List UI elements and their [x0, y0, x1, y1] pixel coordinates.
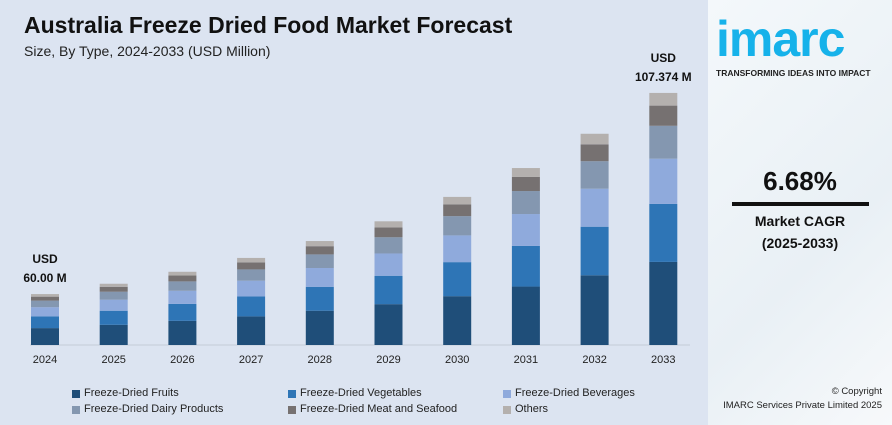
bar-segment-2032-1: [580, 226, 609, 276]
x-tick-label: 2027: [239, 354, 263, 366]
legend-item-vegetables: Freeze-Dried Vegetables: [288, 387, 422, 400]
legend-item-beverages: Freeze-Dried Beverages: [503, 387, 635, 400]
cagr-label: Market CAGR: [754, 213, 846, 229]
bar-segment-2028-5: [305, 241, 334, 247]
bar-segment-2025-3: [99, 291, 128, 300]
legend-item-dairy: Freeze-Dried Dairy Products: [72, 403, 223, 416]
bar-segment-2030-3: [443, 216, 472, 236]
annotation-value: 60.00 M: [23, 271, 66, 285]
legend-item-fruits: Freeze-Dried Fruits: [72, 387, 179, 400]
bar-segment-2028-3: [305, 254, 334, 269]
x-tick-label: 2032: [582, 354, 606, 366]
annotation-usd: USD: [32, 252, 58, 266]
bar-segment-2033-5: [649, 92, 678, 106]
stacked-bar-chart: 2024 2025 2026 2027 2028 2029 2030 2031 2032 2033…: [23, 51, 692, 366]
bar-segment-2028-1: [305, 286, 334, 311]
chart-title: Australia Freeze Dried Food Market Forec…: [24, 12, 513, 38]
bar-segment-2033-3: [649, 125, 678, 159]
bar-segment-2026-5: [168, 271, 197, 276]
legend-item-meat: Freeze-Dried Meat and Seafood: [288, 403, 457, 416]
info-panel: [708, 0, 892, 425]
bar-segment-2025-4: [99, 286, 128, 292]
bar-segment-2031-4: [511, 176, 540, 192]
bar-segment-2028-4: [305, 246, 334, 255]
bar-segment-2029-3: [374, 237, 403, 254]
bar-segment-2026-0: [168, 320, 197, 345]
bar-segment-2033-4: [649, 105, 678, 126]
bar-segment-2026-1: [168, 303, 197, 321]
bar-segment-2032-4: [580, 144, 609, 162]
brand-tagline: TRANSFORMING IDEAS INTO IMPACT: [716, 68, 871, 78]
x-tick-label: 2033: [651, 354, 675, 366]
bar-segment-2024-4: [31, 296, 59, 301]
cagr-period: (2025-2033): [761, 235, 839, 251]
bar-segment-2025-0: [99, 324, 128, 345]
bar-segment-2030-1: [443, 262, 472, 297]
bar-segment-2025-1: [99, 310, 128, 325]
bar-segment-2024-1: [31, 316, 59, 329]
bar-segment-2030-5: [443, 196, 472, 205]
bar-segment-2025-5: [99, 283, 128, 287]
bar-segment-2027-1: [237, 296, 266, 317]
bar-segment-2031-0: [511, 286, 540, 345]
bar-segment-2025-2: [99, 299, 128, 311]
bar-segment-2027-0: [237, 316, 266, 345]
bar-segment-2033-1: [649, 203, 678, 262]
bar-segment-2029-4: [374, 227, 403, 238]
bar-segment-2032-3: [580, 161, 609, 189]
bar-segment-2031-3: [511, 191, 540, 215]
copyright-line1: © Copyright: [831, 386, 882, 397]
x-tick-label: 2028: [308, 354, 332, 366]
bar-segment-2027-3: [237, 269, 266, 281]
x-tick-label: 2031: [514, 354, 538, 366]
x-tick-label: 2029: [376, 354, 400, 366]
bar-segment-2029-0: [374, 304, 403, 345]
x-tick-label: 2024: [33, 354, 57, 366]
bar-segment-2024-3: [31, 300, 59, 308]
bar-segment-2028-2: [305, 268, 334, 287]
bar-segment-2030-0: [443, 296, 472, 345]
annotation-usd: USD: [651, 51, 677, 65]
bar-segment-2033-0: [649, 261, 678, 345]
bar-segment-2024-5: [31, 294, 59, 297]
bar-segment-2027-5: [237, 257, 266, 263]
bar-segment-2031-1: [511, 245, 540, 287]
bar-segment-2033-2: [649, 158, 678, 204]
bar-segment-2030-4: [443, 204, 472, 217]
chart-subtitle: Size, By Type, 2024-2033 (USD Million): [24, 43, 271, 59]
imarc-logo: imarc: [716, 11, 845, 67]
copyright-line2: IMARC Services Private Limited 2025: [723, 400, 882, 411]
bar-segment-2024-0: [31, 328, 59, 345]
x-tick-label: 2026: [170, 354, 194, 366]
bar-segment-2029-1: [374, 275, 403, 305]
bar-segment-2032-0: [580, 275, 609, 345]
bar-segment-2031-2: [511, 214, 540, 246]
bar-segment-2026-3: [168, 281, 197, 291]
bar-segment-2030-2: [443, 235, 472, 263]
bar-segment-2024-2: [31, 307, 59, 317]
bar-segment-2029-2: [374, 253, 403, 276]
bar-segment-2032-2: [580, 188, 609, 227]
bar-segment-2032-5: [580, 133, 609, 145]
bar-segment-2026-4: [168, 275, 197, 282]
bar-segment-2031-5: [511, 168, 540, 177]
legend-item-others: Others: [503, 403, 548, 416]
bar-segment-2029-5: [374, 221, 403, 228]
annotation-value: 107.374 M: [635, 70, 692, 84]
bar-segment-2027-2: [237, 280, 266, 297]
bar-segment-2026-2: [168, 290, 197, 304]
cagr-value: 6.68%: [763, 166, 837, 196]
x-tick-label: 2025: [101, 354, 125, 366]
x-tick-label: 2030: [445, 354, 469, 366]
bar-segment-2027-4: [237, 262, 266, 270]
bar-segment-2028-0: [305, 310, 334, 345]
cagr-divider: [732, 202, 869, 206]
